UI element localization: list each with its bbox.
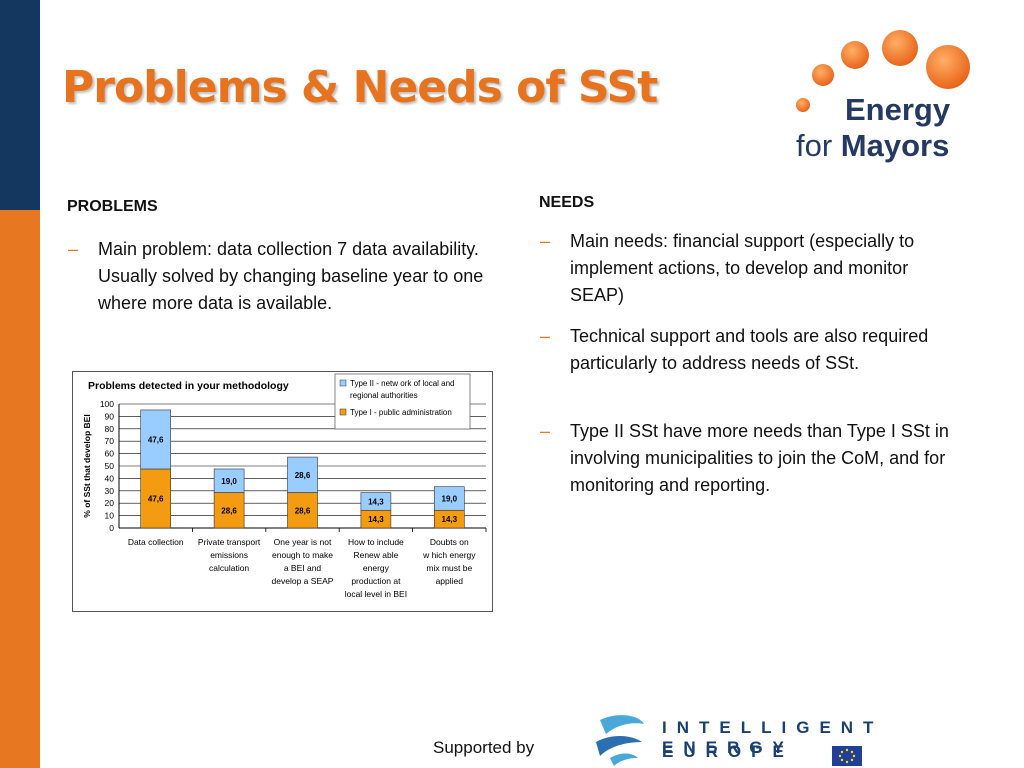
y-axis-label: % of SSt that develop BEI [82,414,92,517]
needs-bullet-1: – Main needs: financial support (especia… [540,228,960,309]
left-stripe-orange [0,210,40,768]
supported-by-text: Supported by [433,738,535,757]
logo-energy-text: Energy [845,92,951,127]
y-tick-label: 0 [109,523,114,533]
slide-title: Problems & Needs of SSt [62,62,658,113]
legend-swatch [339,379,347,387]
left-stripe-navy [0,0,40,210]
x-tick-label: local level in BEI [345,589,407,599]
data-label: 28,6 [221,506,237,515]
bar-segment [213,492,245,529]
data-label: 28,6 [295,471,311,480]
bar-segment [287,456,318,493]
iee-text-line1: INTELLIGENT ENERGY [662,718,884,757]
bar-segment [433,486,465,511]
y-tick-label: 100 [100,399,114,409]
data-label: 14,3 [442,515,458,524]
needs-heading: NEEDS [539,194,595,211]
legend-box [334,373,471,430]
x-tick-label: calculation [209,563,249,573]
bullet-dash: – [540,421,551,441]
y-tick-label: 30 [105,486,115,496]
legend-swatch [339,408,347,416]
x-tick-label: w hich energy [422,550,476,560]
x-tick-label: mix must be [426,563,472,573]
x-tick-label: emissions [210,550,248,560]
bullet-dash: – [540,326,551,346]
energy-for-mayors-logo-icon [796,30,970,112]
bar-segment [360,492,392,511]
stacked-bar-chart: Problems detected in your methodology 0 10… [82,373,487,599]
x-tick-label: Doubts on [430,537,469,547]
bar-segment [287,492,318,529]
data-label: 28,6 [295,506,311,515]
problems-bullet: – Main problem: data collection 7 data a… [68,236,488,317]
bullet-dash: – [540,231,551,251]
bar-segment [140,409,171,470]
chart-title: Problems detected in your methodology [88,380,289,392]
x-tick-label: enough to make [272,550,333,560]
x-tick-label: Private transport [198,537,261,547]
data-label: 19,0 [442,494,458,503]
x-tick-label: applied [436,576,464,586]
x-tick-label: How to include [348,537,404,547]
y-tick-label: 20 [105,498,115,508]
data-label: 47,6 [148,494,164,503]
intelligent-energy-europe-logo-icon [596,715,862,766]
x-tick-label: Renew able [353,550,398,560]
needs-bullet-2: – Technical support and tools are also r… [540,323,960,377]
data-label: 14,3 [368,497,384,506]
y-tick-label: 80 [105,424,115,434]
y-tick-label: 50 [105,461,115,471]
legend-label: regional authorities [350,391,418,400]
x-tick-label: a BEI and [284,563,322,573]
y-tick-label: 60 [105,449,115,459]
x-tick-label: energy [363,563,390,573]
bar-segment [213,468,245,493]
iee-text-line2: EUROPE [662,742,794,761]
y-tick-label: 40 [105,473,115,483]
legend-label: Type I - public administration [350,408,452,417]
problems-heading: PROBLEMS [67,198,158,215]
bar-segment [140,468,171,529]
data-label: 14,3 [368,515,384,524]
legend-label: Type II - netw ork of local and [350,379,455,388]
needs-bullet-3: – Type II SSt have more needs than Type … [540,418,960,499]
logo-for-mayors-text: for Mayors [796,128,950,163]
data-label: 47,6 [148,435,164,444]
bullet-dash: – [68,239,79,259]
x-tick-label: One year is not [274,537,332,547]
chart-frame: Problems detected in your methodology 0 10… [72,371,493,612]
x-tick-label: develop a SEAP [272,576,334,586]
y-tick-label: 70 [105,436,115,446]
x-tick-label: Data collection [128,537,184,547]
x-tick-label: production at [351,576,401,586]
data-label: 19,0 [221,477,237,486]
y-tick-label: 10 [105,511,115,521]
y-tick-label: 90 [105,411,115,421]
